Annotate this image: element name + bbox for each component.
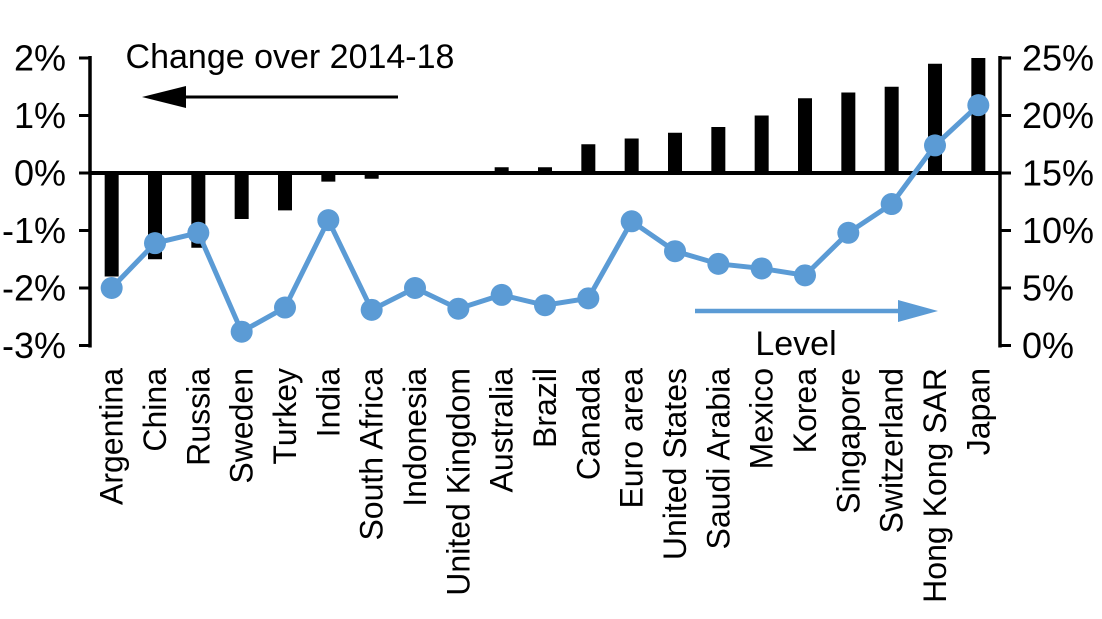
category-label-singapore: Singapore — [830, 368, 866, 514]
level-marker-russia — [187, 221, 210, 244]
level-marker-mexico — [750, 257, 773, 280]
bar-canada — [581, 144, 596, 173]
right-arrow-head-icon — [898, 300, 938, 322]
bar-series-label: Change over 2014-18 — [126, 38, 455, 76]
bar-south-africa — [364, 173, 379, 179]
bar-india — [321, 173, 336, 182]
level-marker-sweden — [230, 320, 253, 343]
level-marker-japan — [967, 94, 990, 117]
category-label-hong-kong-sar: Hong Kong SAR — [917, 368, 953, 603]
bar-korea — [798, 98, 812, 173]
level-marker-saudi-arabia — [707, 252, 730, 275]
left-axis-tick-label: -1% — [2, 210, 66, 251]
right-axis-tick-label: 10% — [1022, 210, 1094, 251]
category-label-sweden: Sweden — [224, 368, 260, 484]
right-axis-tick-label: 0% — [1022, 325, 1074, 366]
category-label-china: China — [137, 368, 173, 452]
bar-singapore — [841, 92, 856, 173]
level-marker-hong-kong-sar — [924, 134, 946, 157]
level-marker-canada — [577, 287, 600, 310]
right-axis-tick-label: 25% — [1022, 38, 1094, 79]
left-axis-tick-label: -3% — [2, 325, 66, 366]
line-series-annotation: Level — [695, 300, 938, 363]
level-marker-south-africa — [360, 298, 383, 321]
level-marker-turkey — [274, 296, 296, 319]
line-series-label: Level — [755, 325, 836, 363]
category-label-united-kingdom: United Kingdom — [440, 368, 476, 596]
category-label-brazil: Brazil — [527, 368, 563, 448]
category-label-switzerland: Switzerland — [874, 368, 910, 533]
left-axis: 2% 1% 0% -1% -2% -3% — [2, 38, 92, 366]
category-label-mexico: Mexico — [744, 368, 780, 469]
level-marker-indonesia — [404, 277, 426, 299]
right-axis: 25% 20% 15% 10% 5% 0% — [998, 38, 1094, 366]
bar-switzerland — [884, 86, 899, 173]
bar-euro-area — [624, 138, 639, 173]
level-marker-united-states — [664, 240, 686, 263]
bar-australia — [494, 167, 509, 173]
left-axis-tick-label: 0% — [14, 153, 66, 194]
category-label-india: India — [310, 368, 346, 438]
category-label-united-states: United States — [657, 368, 693, 560]
bar-series-annotation: Change over 2014-18 — [126, 38, 455, 108]
right-axis-tick-label: 15% — [1022, 153, 1094, 194]
level-marker-australia — [490, 283, 513, 306]
left-axis-tick-label: 1% — [14, 95, 66, 136]
bar-hong-kong-sar — [928, 63, 942, 173]
category-label-canada: Canada — [570, 368, 606, 480]
category-label-australia: Australia — [484, 368, 520, 493]
bar-series — [104, 58, 986, 277]
level-marker-argentina — [100, 277, 123, 299]
bar-saudi-arabia — [711, 127, 726, 173]
bar-brazil — [538, 167, 552, 173]
level-marker-united-kingdom — [447, 297, 470, 320]
bar-argentina — [104, 173, 119, 277]
category-label-japan: Japan — [960, 368, 996, 455]
level-marker-china — [144, 232, 166, 255]
left-axis-tick-label: -2% — [2, 268, 66, 309]
right-axis-tick-label: 5% — [1022, 268, 1074, 309]
level-markers — [100, 94, 990, 343]
level-marker-korea — [794, 264, 816, 287]
bar-mexico — [754, 115, 769, 173]
category-label-indonesia: Indonesia — [397, 368, 433, 507]
level-marker-euro-area — [620, 210, 643, 233]
left-arrow-head-icon — [142, 86, 186, 108]
left-axis-tick-label: 2% — [14, 38, 66, 79]
category-axis-labels: Argentina China Russia Sweden Turkey India Sou… — [94, 368, 997, 603]
category-label-turkey: Turkey — [267, 368, 303, 465]
level-marker-singapore — [837, 221, 860, 244]
category-label-russia: Russia — [180, 368, 216, 466]
level-marker-brazil — [534, 294, 556, 317]
bar-sweden — [234, 173, 249, 219]
level-marker-switzerland — [880, 193, 903, 216]
category-label-south-africa: South Africa — [354, 368, 390, 541]
category-label-saudi-arabia: Saudi Arabia — [700, 368, 736, 550]
category-label-korea: Korea — [787, 368, 823, 454]
bar-united-states — [668, 132, 682, 173]
right-axis-tick-label: 20% — [1022, 95, 1094, 136]
category-label-argentina: Argentina — [94, 368, 130, 505]
category-label-euro-area: Euro area — [614, 368, 650, 509]
bar-turkey — [278, 173, 292, 211]
level-marker-india — [317, 209, 340, 232]
